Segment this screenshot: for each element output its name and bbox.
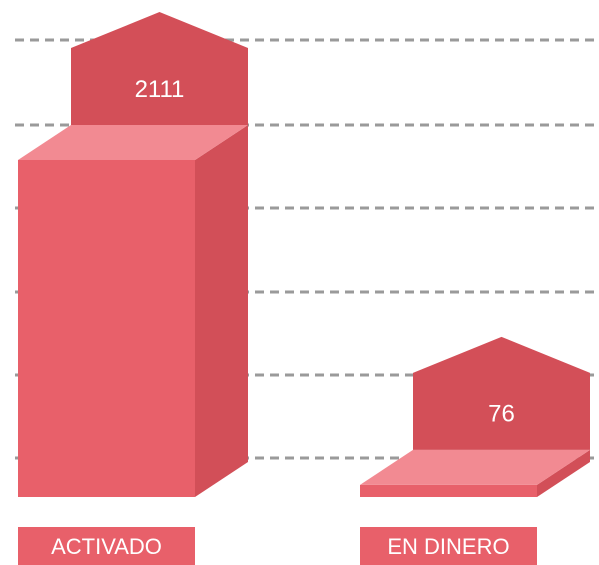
value-tag (413, 336, 590, 450)
value-label: 2111 (135, 76, 185, 103)
value-tag (71, 12, 248, 125)
category-box (360, 527, 537, 565)
bar-side (195, 125, 248, 497)
category-box (18, 527, 195, 565)
category-label: EN DINERO (387, 534, 509, 559)
bar-top (18, 125, 248, 160)
bar (360, 484, 537, 497)
value-label: 76 (488, 401, 515, 428)
bar-top (360, 449, 590, 485)
category-label: ACTIVADO (51, 534, 162, 559)
bar-side (537, 449, 590, 497)
bar (18, 160, 195, 497)
